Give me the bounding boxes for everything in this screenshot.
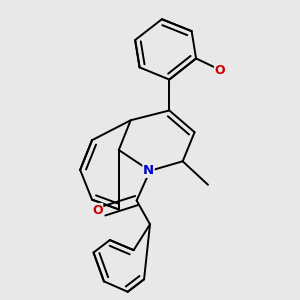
- Text: O: O: [92, 203, 103, 217]
- Text: O: O: [214, 64, 225, 77]
- Text: N: N: [143, 164, 154, 177]
